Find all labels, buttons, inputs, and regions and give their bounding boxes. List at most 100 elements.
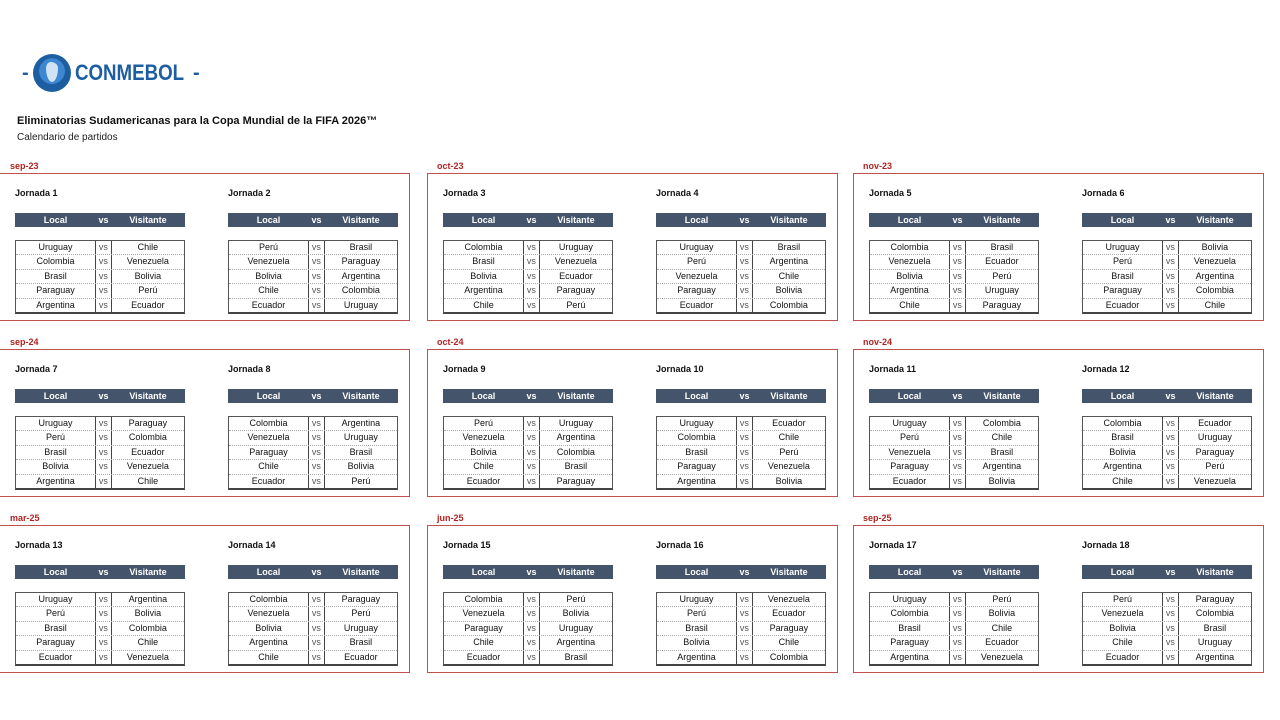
match-row: Ecuador vs Perú xyxy=(229,474,397,488)
away-team: Colombia xyxy=(341,285,380,296)
header-local: Local xyxy=(897,391,922,401)
vs-label: vs xyxy=(96,269,112,284)
away-team: Perú xyxy=(992,270,1012,281)
vs-label: vs xyxy=(309,431,325,445)
home-team: Bolivia xyxy=(16,460,97,474)
jornada-title: Jornada 10 xyxy=(656,364,704,374)
away-team: Bolivia xyxy=(134,270,162,281)
home-team: Colombia xyxy=(16,255,97,269)
match-row: Uruguay vs Paraguay xyxy=(16,417,184,432)
header-visitante: Visitante xyxy=(342,215,380,225)
header-vs: vs xyxy=(526,567,537,577)
home-team: Venezuela xyxy=(229,431,310,445)
home-team: Bolivia xyxy=(657,636,738,650)
vs-label: vs xyxy=(309,593,325,607)
vs-label: vs xyxy=(309,241,325,255)
jornada-title: Jornada 13 xyxy=(15,540,63,550)
home-team: Paraguay xyxy=(657,460,738,474)
home-team: Bolivia xyxy=(870,269,951,284)
away-team: Argentina xyxy=(982,461,1022,472)
header-local: Local xyxy=(43,567,68,577)
vs-label: vs xyxy=(96,621,112,636)
away-team: Paraguay xyxy=(341,256,381,267)
away-team: Colombia xyxy=(769,299,808,310)
logo-text: CONMEBOL xyxy=(74,60,184,85)
match-row: Colombia vs Paraguay xyxy=(229,593,397,608)
header-local: Local xyxy=(684,567,709,577)
vs-label: vs xyxy=(1163,474,1179,488)
match-row: Venezuela vs Uruguay xyxy=(229,431,397,446)
away-team: Chile xyxy=(1204,299,1226,310)
match-row: Ecuador vs Colombia xyxy=(657,298,825,312)
header-vs: vs xyxy=(739,215,750,225)
month-label: sep-25 xyxy=(863,513,892,523)
match-row: Chile vs Colombia xyxy=(229,284,397,299)
header-vs: vs xyxy=(1165,567,1176,577)
home-team: Venezuela xyxy=(1083,607,1164,621)
home-team: Paraguay xyxy=(16,284,97,298)
away-team: Uruguay xyxy=(1197,432,1232,443)
header-visitante: Visitante xyxy=(557,215,595,225)
header-visitante: Visitante xyxy=(557,567,595,577)
home-team: Chile xyxy=(444,636,525,650)
home-team: Perú xyxy=(16,607,97,621)
home-team: Uruguay xyxy=(657,593,738,607)
home-team: Bolivia xyxy=(1083,621,1164,636)
table-header: Local vs Visitante xyxy=(1082,213,1252,227)
home-team: Perú xyxy=(1083,255,1164,269)
home-team: Ecuador xyxy=(444,650,525,664)
away-team: Argentina xyxy=(1195,270,1235,281)
home-team: Argentina xyxy=(16,474,97,488)
table-header: Local vs Visitante xyxy=(228,389,398,403)
home-team: Venezuela xyxy=(444,607,525,621)
home-team: Perú xyxy=(229,241,310,255)
home-team: Ecuador xyxy=(1083,298,1164,312)
home-team: Chile xyxy=(229,460,310,474)
header-local: Local xyxy=(1110,567,1135,577)
vs-label: vs xyxy=(1163,417,1179,431)
vs-label: vs xyxy=(1163,431,1179,445)
away-team: Paraguay xyxy=(556,475,596,486)
home-team: Ecuador xyxy=(444,474,525,488)
jornada-title: Jornada 2 xyxy=(228,188,271,198)
away-team: Colombia xyxy=(1195,285,1234,296)
match-row: Brasil vs Colombia xyxy=(16,621,184,637)
vs-label: vs xyxy=(309,607,325,621)
away-team: Argentina xyxy=(128,594,168,604)
home-team: Ecuador xyxy=(229,474,310,488)
vs-label: vs xyxy=(737,460,753,474)
vs-label: vs xyxy=(96,241,112,255)
away-team: Ecuador xyxy=(772,418,806,428)
month-panel: Jornada 17 Local vs Visitante Uruguay vs Perú C… xyxy=(853,525,1264,673)
away-team: Uruguay xyxy=(343,432,378,443)
header-vs: vs xyxy=(311,567,322,577)
away-team: Venezuela xyxy=(767,461,810,472)
vs-label: vs xyxy=(1163,621,1179,636)
vs-label: vs xyxy=(1163,269,1179,284)
match-row: Argentina vs Bolivia xyxy=(657,474,825,488)
match-row: Colombia vs Argentina xyxy=(229,417,397,432)
match-row: Brasil vs Perú xyxy=(657,445,825,461)
match-row: Brasil vs Argentina xyxy=(1083,269,1251,285)
match-table: Uruguay vs Bolivia Perú vs Venezuela Brasil vs A… xyxy=(1082,240,1252,314)
vs-label: vs xyxy=(309,636,325,650)
home-team: Paraguay xyxy=(870,460,951,474)
match-row: Perú vs Uruguay xyxy=(444,417,612,432)
match-table: Colombia vs Argentina Venezuela vs Uruguay Par… xyxy=(228,416,398,490)
home-team: Argentina xyxy=(870,284,951,298)
away-team: Paraguay xyxy=(1195,594,1235,604)
home-team: Bolivia xyxy=(229,621,310,636)
match-row: Bolivia vs Chile xyxy=(657,636,825,651)
home-team: Paraguay xyxy=(870,636,951,650)
logo-dash: - xyxy=(22,61,29,84)
away-team: Perú xyxy=(351,608,371,619)
home-team: Brasil xyxy=(1083,431,1164,445)
home-team: Brasil xyxy=(16,445,97,460)
table-header: Local vs Visitante xyxy=(443,565,613,579)
match-row: Venezuela vs Bolivia xyxy=(444,607,612,622)
header-vs: vs xyxy=(952,215,963,225)
month-label: sep-24 xyxy=(10,337,39,347)
vs-label: vs xyxy=(309,417,325,431)
vs-label: vs xyxy=(737,269,753,284)
home-team: Argentina xyxy=(657,650,738,664)
